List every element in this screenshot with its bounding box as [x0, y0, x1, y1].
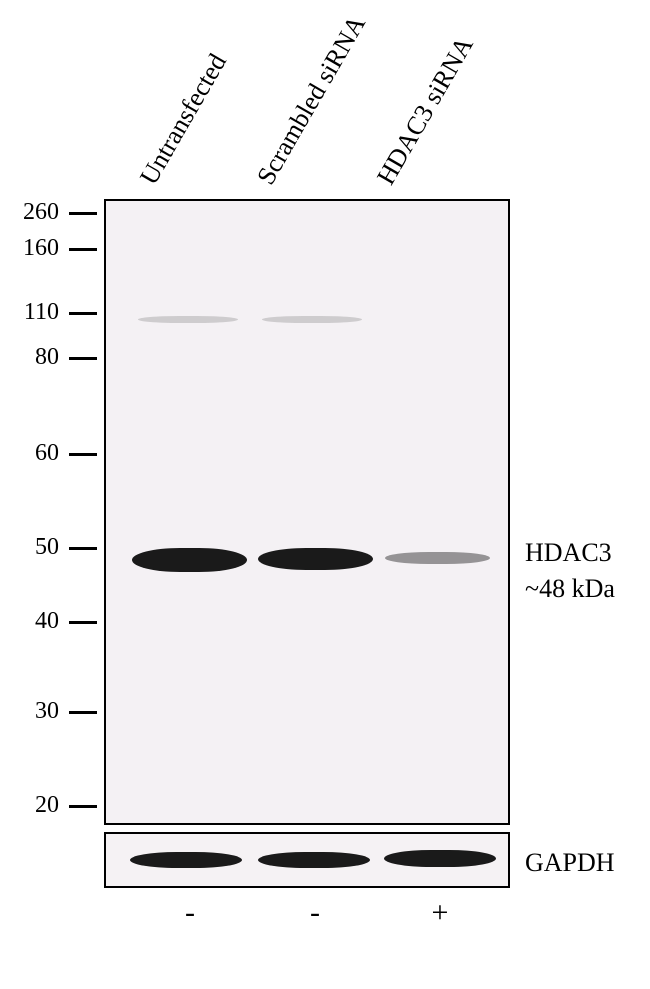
mw-tick-160	[69, 248, 97, 251]
right-label-size: ~48 kDa	[525, 574, 615, 604]
mw-tick-30	[69, 711, 97, 714]
bottom-symbol-lane2: -	[300, 896, 330, 930]
lane-label-hdac3-sirna: HDAC3 siRNA	[371, 32, 480, 190]
mw-tick-40	[69, 621, 97, 624]
right-label-hdac3: HDAC3	[525, 538, 612, 568]
blot-main-panel	[104, 199, 510, 825]
mw-tick-80	[69, 357, 97, 360]
mw-label-30: 30	[9, 698, 59, 725]
band-gapdh-lane1	[130, 852, 242, 868]
bottom-symbol-lane3: +	[425, 896, 455, 930]
mw-tick-50	[69, 547, 97, 550]
mw-label-40: 40	[9, 608, 59, 635]
lane-label-untransfected: Untransfected	[134, 49, 233, 190]
band-gapdh-lane2	[258, 852, 370, 868]
band-hdac3-lane3	[385, 552, 490, 564]
mw-label-20: 20	[9, 792, 59, 819]
mw-label-80: 80	[9, 344, 59, 371]
mw-tick-20	[69, 805, 97, 808]
right-label-gapdh: GAPDH	[525, 848, 615, 878]
bottom-symbol-lane1: -	[175, 896, 205, 930]
band-hdac3-lane1	[132, 548, 247, 572]
mw-tick-60	[69, 453, 97, 456]
mw-label-160: 160	[9, 235, 59, 262]
band-faint-lane2	[262, 316, 362, 323]
mw-label-110: 110	[9, 299, 59, 326]
mw-label-50: 50	[9, 534, 59, 561]
band-gapdh-lane3	[384, 850, 496, 867]
band-faint-lane1	[138, 316, 238, 323]
lane-label-scrambled: Scrambled siRNA	[251, 11, 372, 190]
mw-label-260: 260	[9, 199, 59, 226]
band-hdac3-lane2	[258, 548, 373, 570]
western-blot-figure: Untransfected Scrambled siRNA HDAC3 siRN…	[0, 0, 650, 989]
mw-label-60: 60	[9, 440, 59, 467]
mw-tick-110	[69, 312, 97, 315]
mw-tick-260	[69, 212, 97, 215]
